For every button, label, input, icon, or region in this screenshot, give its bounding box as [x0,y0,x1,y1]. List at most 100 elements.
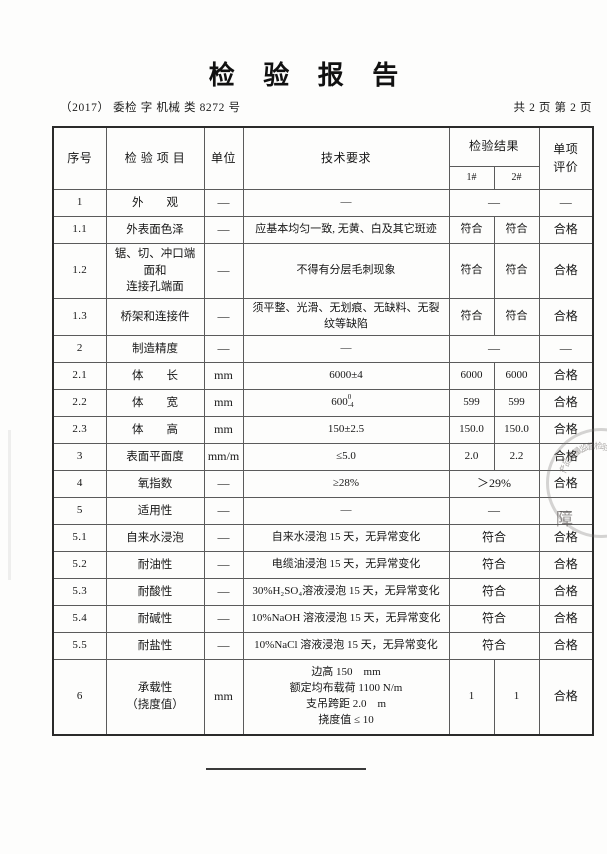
cell-evaluation: 合格 [538,604,594,633]
cell-evaluation: 合格 [538,658,594,736]
table-row: 1.2 锯、切、冲口端面和 连接孔端面 — 不得有分层毛刺现象 符合 符合 合格 [52,242,594,300]
cell-item: 体 高 [105,415,205,444]
cell-no: 1.2 [52,242,107,300]
tolerance-box: 0 -4 [347,393,361,410]
cell-requirement-line: 边高 150 mm [311,666,381,679]
cell-item: 耐油性 [105,550,205,579]
cell-requirement: 自来水浸泡 15 天，无异常变化 [242,523,450,552]
cell-unit: — [203,216,244,244]
cell-unit: — [203,298,244,336]
cell-item: 外表面色泽 [105,216,205,244]
th-evaluation-line1: 单项 [553,142,579,157]
cell-evaluation: 合格 [538,388,594,417]
cell-evaluation: 合格 [538,442,594,471]
cell-unit: — [203,523,244,552]
scan-smudge [8,430,11,580]
table-row: 3 表面平面度 mm/m ≤5.0 2.0 2.2 合格 [52,442,594,471]
cell-requirement: ≤5.0 [242,442,450,471]
cell-evaluation: 合格 [538,523,594,552]
cell-result-merged: 符合 [448,550,540,579]
cell-result-1: 1 [448,658,495,736]
cell-unit: mm [203,361,244,390]
tolerance-upper: 0 [347,393,352,402]
report-number: （2017） 委检 字 机械 类 8272 号 [60,102,241,114]
cell-unit: mm [203,415,244,444]
table-row: 5.4 耐碱性 —10%NaOH 溶液浸泡 15 天，无异常变化 符合 合格 [52,604,594,633]
cell-unit: — [203,242,244,300]
th-requirement: 技术要求 [242,126,450,190]
cell-no: 2.1 [52,361,107,390]
cell-item-line: 承载性 [137,682,173,695]
th-evaluation-line2: 评价 [553,159,579,174]
cell-evaluation: 合格 [538,298,594,336]
cell-result-1: 2.0 [448,442,495,471]
table-row: 1外 观 — — — — [52,189,594,217]
cell-no: 5.3 [52,577,107,606]
cell-result-merged: 符合 [448,577,540,606]
cell-requirement: 电缆油浸泡 15 天，无异常变化 [242,550,450,579]
cell-no: 5.1 [52,523,107,552]
cell-requirement: 10%NaCl 溶液浸泡 15 天，无异常变化 [242,631,450,660]
cell-evaluation: — [538,334,594,363]
cell-result-merged: — [448,496,540,525]
cell-requirement-line: 额定均布载荷 1100 N/m [289,682,403,695]
cell-evaluation: 合格 [538,242,594,300]
cell-requirement: 10%NaOH 溶液浸泡 15 天，无异常变化 [242,604,450,633]
cell-item-line: 连接孔端面 [126,281,184,294]
cell-item: 制造精度 [105,334,205,363]
cell-item: 外 观 [105,189,205,217]
cell-unit: — [203,469,244,498]
cell-no: 6 [52,658,107,736]
table-row: 4 氧指数 — ≥28% ＞29% 合格 [52,469,594,498]
cell-unit: mm/m [203,442,244,471]
cell-requirement: 600 0 -4 [242,388,450,417]
table-header-row: 序号 检 验 项 目 单位 技术要求 检验结果 单项 评价 [52,126,594,190]
cell-result-merged: — [448,334,540,363]
cell-result-merged: 符合 [448,604,540,633]
cell-result-1: 符合 [448,216,495,244]
cell-result-1: 符合 [448,242,495,300]
th-item: 检 验 项 目 [105,126,205,190]
table-row: 5.5 耐盐性 —10%NaCl 溶液浸泡 15 天，无异常变化 符合 合格 [52,631,594,660]
page-indicator: 共 2 页 第 2 页 [513,102,592,114]
table-row: 1.3 桥架和连接件 — 须平整、光滑、无划痕、无缺料、无裂 纹等缺陷 符合 符合 合格 [52,298,594,336]
cell-result-2: 符合 [493,242,540,300]
cell-no: 5.2 [52,550,107,579]
cell-requirement: 不得有分层毛刺现象 [242,242,450,300]
cell-evaluation: — [538,496,594,525]
cell-requirement-line: 须平整、光滑、无划痕、无缺料、无裂 [252,302,440,315]
th-evaluation: 单项 评价 [538,126,594,190]
cell-result-1: 150.0 [448,415,495,444]
cell-no: 1.1 [52,216,107,244]
cell-result-1: 6000 [448,361,495,390]
cell-evaluation: 合格 [538,550,594,579]
cell-evaluation: 合格 [538,216,594,244]
cell-evaluation: 合格 [538,631,594,660]
cell-evaluation: 合格 [538,361,594,390]
cell-item: 适用性 [105,496,205,525]
cell-result-2: 150.0 [493,415,540,444]
cell-result-merged: — [448,189,540,217]
cell-evaluation: 合格 [538,577,594,606]
cell-unit: — [203,577,244,606]
cell-no: 5.5 [52,631,107,660]
cell-no: 5.4 [52,604,107,633]
cell-unit: mm [203,658,244,736]
page-title: 检 验 报 告 [208,61,410,90]
cell-evaluation: 合格 [538,469,594,498]
table-head: 序号 检 验 项 目 单位 技术要求 检验结果 单项 评价 1# 2# [52,126,594,190]
table-row: 5.2 耐油性 — 电缆油浸泡 15 天，无异常变化 符合 合格 [52,550,594,579]
table-row: 5 适用性 — — — — [52,496,594,525]
cell-item: 氧指数 [105,469,205,498]
seal-arc-char: 检 [594,440,604,452]
cell-result-2: 1 [493,658,540,736]
tolerance-lower: -4 [347,401,354,410]
cell-no: 5 [52,496,107,525]
cell-requirement: 边高 150 mm 额定均布载荷 1100 N/m 支吊跨距 2.0 m 挠度值 ≤ … [242,658,450,736]
cell-no: 2.3 [52,415,107,444]
cell-requirement-line: 挠度值 ≤ 10 [318,714,374,727]
cell-item: 自来水浸泡 [105,523,205,552]
cell-no: 1.3 [52,298,107,336]
cell-result-2: 符合 [493,216,540,244]
cell-requirement: — [242,189,450,217]
